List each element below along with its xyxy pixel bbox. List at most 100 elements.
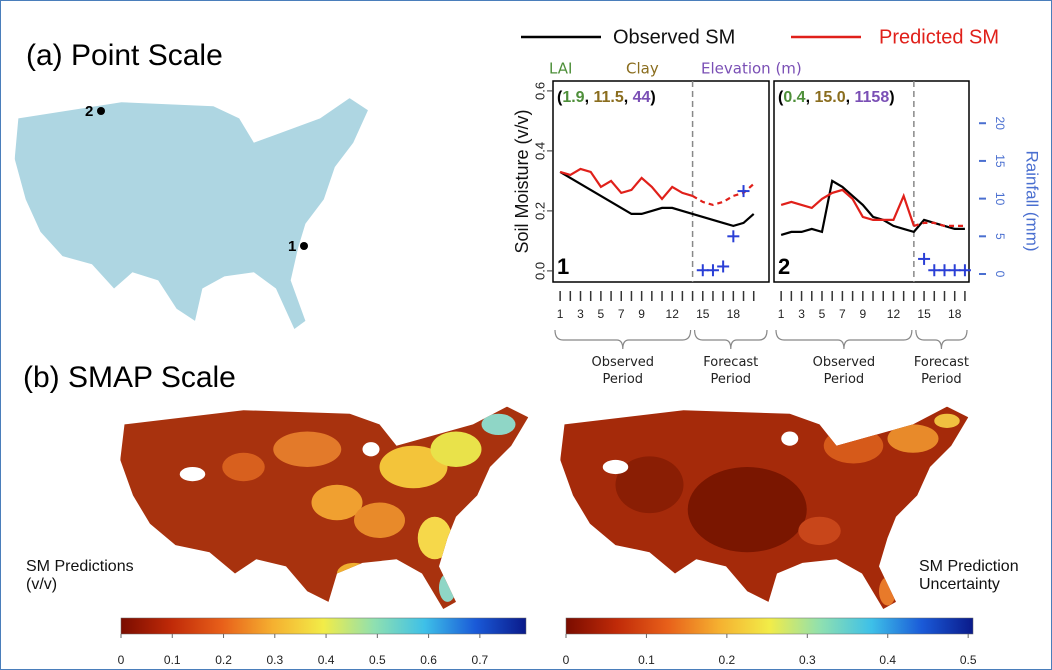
y-tick-label: 0.2: [532, 202, 547, 220]
punctuation: ,: [624, 89, 633, 106]
attribute-value: 1158: [855, 89, 890, 106]
colorbar-tick-label: 0.5: [369, 653, 386, 667]
punctuation: ): [889, 89, 894, 106]
map-label: SM Prediction Uncertainty: [919, 558, 1019, 593]
predicted-line: [780, 188, 915, 227]
x-tick-label: 7: [618, 307, 625, 321]
site-number: 2: [778, 254, 790, 279]
predicted-line: [692, 183, 755, 207]
rainfall-marker: [928, 264, 941, 277]
uncertainty-map: [560, 406, 969, 609]
observed-line: [559, 170, 755, 228]
y2-tick-label: 5: [993, 233, 1007, 240]
x-tick-label: 3: [577, 307, 584, 321]
y2-tick-label: 20: [993, 117, 1007, 131]
x-tick-label: 3: [798, 307, 805, 321]
colorbar-tick-label: 0.6: [420, 653, 437, 667]
colorbar-tick-label: 0.2: [719, 653, 736, 667]
predicted-line: [559, 167, 693, 201]
x-tick-label: 1: [557, 307, 564, 321]
period-label: Forecast Period: [703, 355, 759, 387]
y-tick-label: 0.0: [532, 262, 547, 280]
colorbar: [565, 617, 974, 635]
x-tick-label: 12: [666, 307, 680, 321]
rainfall-marker: [948, 264, 961, 277]
x-tick-label: 5: [819, 307, 826, 321]
plot-frame: [773, 80, 970, 283]
attribute-value: 0.4: [783, 89, 805, 106]
colorbar-tick-label: 0.1: [164, 653, 181, 667]
legend-label: Observed SM: [613, 26, 735, 48]
x-tick-label: 12: [887, 307, 901, 321]
period-brace: [693, 329, 768, 350]
site-label: 1: [288, 238, 296, 255]
panel-title: (b) SMAP Scale: [23, 361, 236, 394]
x-tick-label: 5: [598, 307, 605, 321]
rainfall-marker: [717, 260, 730, 273]
rainfall-marker: [958, 264, 971, 277]
rainfall-marker: [727, 230, 740, 243]
rainfall-marker: [706, 264, 719, 277]
colorbar-tick-label: 0.3: [266, 653, 283, 667]
x-tick-label: 9: [638, 307, 645, 321]
y2-tick-label: 0: [993, 271, 1007, 278]
colorbar-tick-label: 0: [563, 653, 570, 667]
us-map-outline: [14, 98, 368, 330]
site-attributes: (1.9, 11.5, 44): [557, 89, 656, 106]
period-brace: [915, 329, 968, 350]
colorbar-tick-label: 0.7: [472, 653, 489, 667]
period-label: Observed Period: [812, 355, 876, 387]
x-tick-label: 18: [948, 307, 962, 321]
y2-tick-label: 10: [993, 192, 1007, 206]
y-tick-label: 0.4: [532, 142, 547, 160]
attribute-value: 15.0: [814, 89, 845, 106]
colorbar-tick-label: 0.2: [215, 653, 232, 667]
colorbar-tick-label: 0.5: [960, 653, 977, 667]
attribute-value: 44: [633, 89, 651, 106]
attribute-value: 11.5: [593, 89, 623, 106]
colorbar-tick-label: 0: [118, 653, 125, 667]
period-label: Observed Period: [591, 355, 655, 387]
colorbar-tick-label: 0.3: [799, 653, 816, 667]
y-tick-label: 0.6: [532, 82, 547, 100]
colorbar-tick-label: 0.4: [318, 653, 335, 667]
panel-title: (a) Point Scale: [26, 39, 223, 72]
sm-prediction-map: [120, 406, 529, 609]
rainfall-marker: [918, 252, 931, 265]
x-tick-label: 15: [696, 307, 710, 321]
rainfall-marker: [938, 264, 951, 277]
y2-axis-label: Rainfall (mm): [1023, 150, 1042, 251]
attribute-value: 1.9: [562, 89, 584, 106]
plot-frame: [552, 80, 770, 283]
punctuation: (: [557, 89, 563, 106]
x-tick-label: 15: [917, 307, 931, 321]
punctuation: ,: [846, 89, 855, 106]
period-brace: [775, 329, 913, 350]
y-axis-label: Soil Moisture (v/v): [512, 109, 532, 253]
punctuation: ,: [806, 89, 815, 106]
rainfall-marker: [696, 264, 709, 277]
colorbar: [120, 617, 527, 635]
x-tick-label: 1: [778, 307, 785, 321]
x-tick-label: 18: [727, 307, 741, 321]
site-marker: [97, 107, 105, 115]
punctuation: (: [778, 89, 784, 106]
punctuation: ): [650, 89, 655, 106]
rainfall-marker: [737, 185, 750, 198]
x-tick-label: 7: [839, 307, 846, 321]
period-brace: [554, 329, 692, 350]
attribute-name: Clay: [626, 60, 659, 78]
punctuation: ,: [585, 89, 594, 106]
y2-tick-label: 15: [993, 154, 1007, 168]
site-attributes: (0.4, 15.0, 1158): [778, 89, 895, 106]
site-marker: [300, 242, 308, 250]
map-label: SM Predictions (v/v): [26, 558, 134, 593]
legend-label: Predicted SM: [879, 26, 999, 48]
x-tick-label: 9: [859, 307, 866, 321]
period-label: Forecast Period: [913, 355, 969, 387]
colorbar-tick-label: 0.4: [879, 653, 896, 667]
site-number: 1: [557, 254, 569, 279]
colorbar-tick-label: 0.1: [638, 653, 655, 667]
site-label: 2: [85, 103, 93, 120]
